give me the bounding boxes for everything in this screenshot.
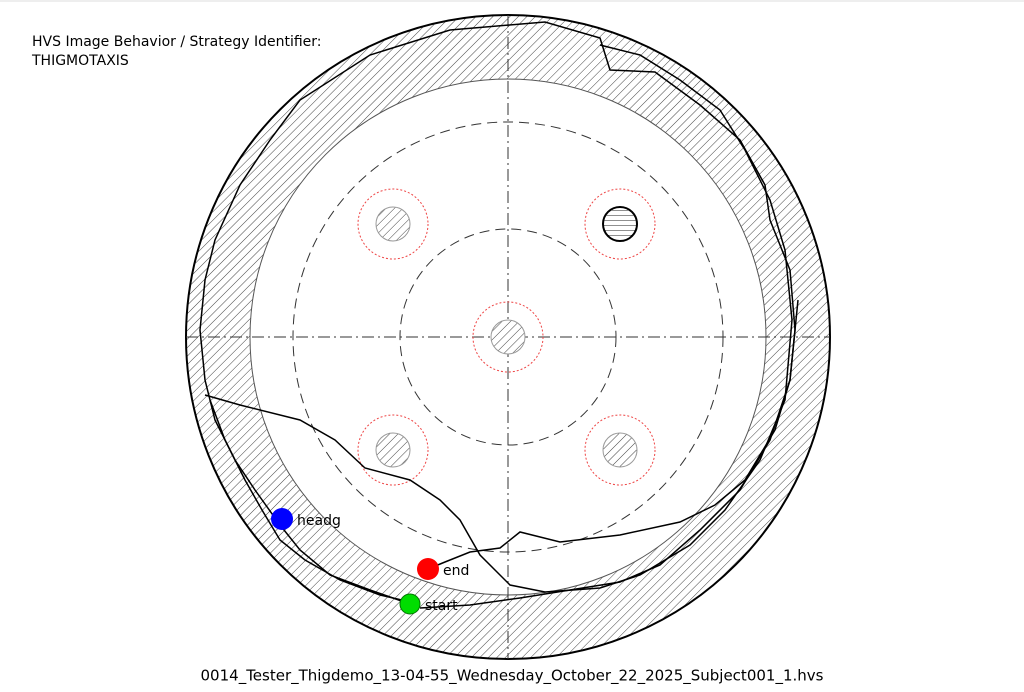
marker-label: headg <box>297 513 341 529</box>
marker-label: start <box>425 598 458 614</box>
marker-dot <box>399 593 421 615</box>
marker-dot <box>271 508 293 530</box>
marker-label: end <box>443 563 469 579</box>
title: HVS Image Behavior / Strategy Identifier… <box>32 34 322 50</box>
track <box>199 21 799 609</box>
footer-filename: 0014_Tester_Thigdemo_13-04-55_Wednesday_… <box>201 667 824 686</box>
platforms <box>357 188 656 486</box>
markers: headg end start <box>271 508 469 615</box>
marker-dot <box>417 558 439 580</box>
strategy: THIGMOTAXIS <box>31 53 129 69</box>
